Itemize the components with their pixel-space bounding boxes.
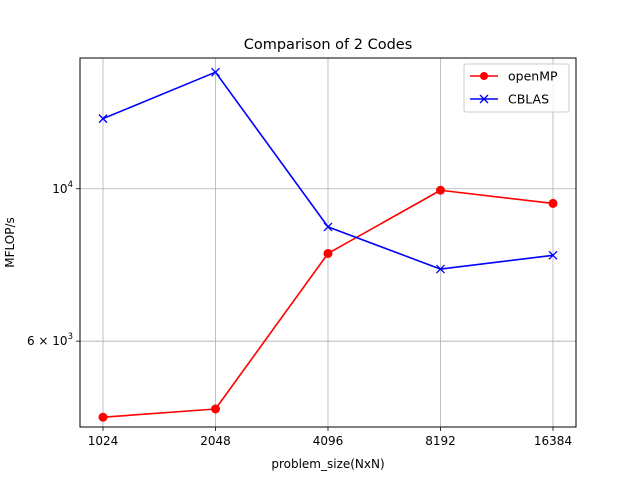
data-point-cblas (211, 67, 220, 77)
x-tick-label: 16384 (534, 434, 572, 448)
legend-label-cblas: CBLAS (508, 92, 549, 107)
x-tick-label: 8192 (425, 434, 456, 448)
x-marker-stroke (323, 222, 333, 232)
data-point-openmp (323, 248, 333, 258)
y-tick-label: 6 × 103 (27, 332, 73, 348)
data-point-openmp (211, 404, 220, 414)
tick-layer: 1024 2048 4096 8192 16384 104 6 × 103 (27, 180, 572, 448)
legend-marker-openmp (480, 72, 488, 80)
x-marker-stroke (479, 94, 489, 104)
x-marker-stroke (98, 114, 108, 124)
y-axis-label: MFLOP/s (3, 217, 17, 268)
legend-marker-cblas (479, 94, 489, 104)
x-marker-stroke (436, 264, 445, 274)
legend: openMP CBLAS (463, 63, 570, 113)
data-point-openmp (548, 198, 558, 208)
y-tick-label: 104 (52, 180, 73, 196)
data-point-cblas (548, 250, 558, 260)
x-tick-label: 1024 (88, 434, 119, 448)
x-tick-label: 2048 (200, 434, 231, 448)
data-point-openmp (98, 412, 108, 422)
chart-title: Comparison of 2 Codes (244, 37, 413, 53)
data-point-cblas (323, 222, 333, 232)
data-point-cblas (98, 114, 108, 124)
x-marker-stroke (548, 250, 558, 260)
legend-label-openmp: openMP (508, 69, 558, 84)
series-layer (98, 67, 558, 422)
x-tick-label: 4096 (313, 434, 344, 448)
legend-entries: openMP CBLAS (470, 69, 558, 107)
data-point-openmp (436, 185, 445, 195)
data-point-cblas (436, 264, 445, 274)
x-axis-label: problem_size(NxN) (271, 457, 384, 471)
x-marker-stroke (211, 67, 220, 77)
